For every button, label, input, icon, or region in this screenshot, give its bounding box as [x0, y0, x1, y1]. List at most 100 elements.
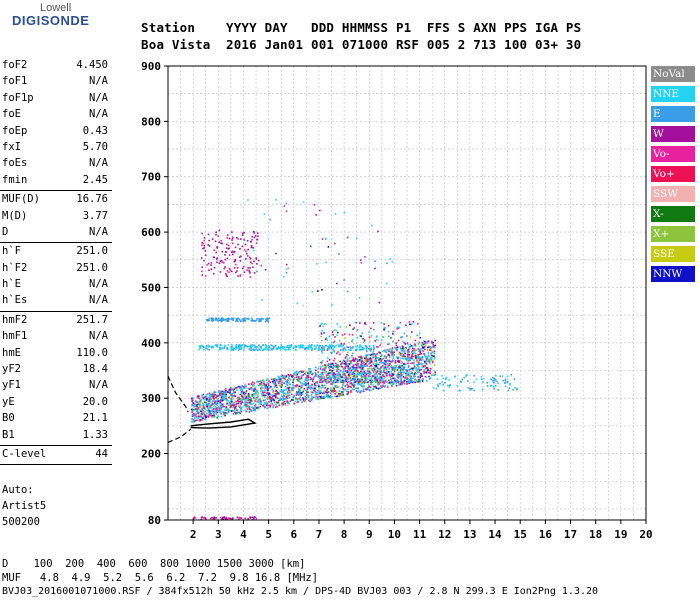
- echo-point: [196, 406, 199, 408]
- echo-point: [268, 396, 270, 398]
- echo-point: [391, 353, 394, 356]
- echo-point: [343, 388, 346, 391]
- echo-point: [395, 347, 397, 349]
- echo-point: [254, 403, 257, 406]
- echo-point: [224, 397, 226, 399]
- echo-point: [305, 377, 307, 380]
- echo-point: [348, 373, 350, 376]
- echo-point: [213, 517, 216, 520]
- echo-point: [216, 247, 219, 249]
- echo-point: [295, 392, 298, 394]
- echo-point: [249, 272, 251, 274]
- echo-point: [333, 349, 335, 352]
- echo-point: [361, 378, 364, 381]
- echo-point: [369, 354, 372, 356]
- echo-point: [386, 371, 389, 373]
- echo-point: [294, 345, 297, 347]
- echo-point: [379, 381, 382, 384]
- echo-point: [345, 376, 348, 378]
- echo-point: [239, 389, 242, 392]
- echo-point: [310, 377, 312, 380]
- echo-point: [411, 381, 414, 384]
- echo-point: [338, 375, 340, 378]
- echo-point: [294, 384, 296, 387]
- echo-point: [422, 350, 425, 352]
- echo-point: [348, 363, 351, 365]
- echo-point: [246, 239, 249, 242]
- echo-point: [228, 267, 231, 270]
- echo-point: [385, 379, 388, 382]
- echo-point: [243, 231, 245, 234]
- echo-point: [504, 378, 507, 381]
- echo-point: [362, 341, 365, 344]
- echo-point: [307, 370, 309, 373]
- echo-point: [323, 387, 325, 389]
- echo-point: [338, 365, 340, 368]
- echo-point: [223, 516, 226, 518]
- echo-point: [403, 379, 406, 382]
- echo-point: [368, 331, 370, 333]
- echo-point: [325, 376, 328, 379]
- param-name: hmF1: [2, 330, 28, 343]
- echo-point: [299, 381, 302, 384]
- echo-point: [399, 375, 401, 377]
- echo-point: [357, 370, 359, 372]
- echo-point: [346, 369, 349, 372]
- echo-point: [321, 238, 324, 240]
- echo-point: [263, 405, 266, 408]
- echo-point: [231, 250, 234, 253]
- echo-point: [190, 408, 193, 411]
- echo-point: [240, 403, 242, 405]
- echo-point: [350, 382, 353, 384]
- echo-point: [363, 357, 366, 360]
- echo-point: [368, 345, 371, 347]
- echo-point: [363, 347, 365, 350]
- echo-point: [321, 365, 324, 367]
- echo-point: [282, 391, 284, 394]
- echo-point: [215, 318, 217, 321]
- echo-point: [278, 404, 281, 407]
- echo-point: [247, 398, 250, 401]
- echo-point: [353, 378, 356, 380]
- echo-point: [244, 392, 247, 395]
- echo-point: [278, 382, 280, 384]
- echo-point: [223, 409, 226, 411]
- echo-point: [261, 392, 263, 395]
- echo-point: [493, 377, 496, 380]
- echo-point: [320, 339, 323, 342]
- echo-point: [241, 400, 243, 402]
- echo-point: [198, 411, 200, 414]
- echo-point: [364, 354, 367, 356]
- echo-point: [331, 391, 333, 393]
- echo-point: [372, 388, 374, 390]
- echo-point: [325, 394, 328, 396]
- echo-point: [365, 356, 367, 359]
- echo-point: [287, 386, 290, 389]
- echo-point: [321, 322, 323, 325]
- echo-point: [361, 368, 364, 370]
- echo-point: [373, 386, 376, 389]
- echo-point: [233, 407, 236, 410]
- echo-point: [305, 392, 307, 395]
- echo-point: [228, 390, 230, 392]
- echo-point: [245, 250, 247, 253]
- footer-info: BVJ03_2016001071000.RSF / 384fx512h 50 k…: [2, 586, 599, 597]
- echo-point: [391, 375, 393, 378]
- echo-point: [226, 320, 229, 323]
- echo-point: [417, 379, 420, 381]
- fitted-profile: [167, 375, 257, 444]
- echo-point: [326, 364, 328, 367]
- echo-point: [383, 380, 385, 383]
- echo-point: [370, 334, 373, 337]
- echo-point: [473, 389, 476, 392]
- echo-point: [232, 389, 235, 391]
- echo-point: [391, 359, 394, 362]
- echo-point: [411, 362, 414, 364]
- echo-point: [239, 387, 242, 389]
- echo-point: [192, 402, 195, 405]
- echo-point: [274, 392, 276, 395]
- echo-point: [240, 348, 243, 350]
- echo-point: [204, 518, 207, 521]
- echo-point: [256, 380, 258, 383]
- echo-point: [374, 381, 377, 384]
